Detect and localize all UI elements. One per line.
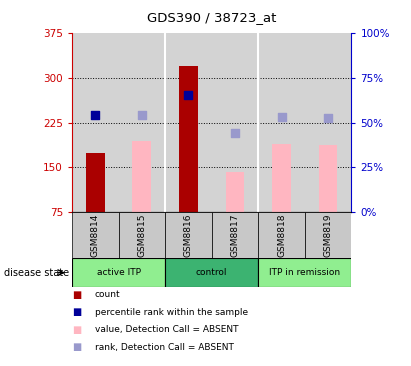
Text: control: control xyxy=(196,268,227,277)
Bar xyxy=(319,145,337,212)
Bar xyxy=(132,141,151,212)
Bar xyxy=(272,143,291,212)
Text: ITP in remission: ITP in remission xyxy=(269,268,340,277)
Bar xyxy=(72,258,165,287)
Text: GSM8818: GSM8818 xyxy=(277,213,286,257)
Text: ■: ■ xyxy=(72,342,81,352)
Bar xyxy=(305,212,351,258)
Text: value, Detection Call = ABSENT: value, Detection Call = ABSENT xyxy=(95,325,238,334)
Text: ■: ■ xyxy=(72,307,81,317)
Bar xyxy=(72,212,118,258)
Point xyxy=(185,92,192,97)
Point xyxy=(92,112,99,118)
Bar xyxy=(258,212,305,258)
Bar xyxy=(179,66,198,212)
Bar xyxy=(165,258,258,287)
Bar xyxy=(258,258,351,287)
Bar xyxy=(118,212,165,258)
Text: GSM8814: GSM8814 xyxy=(91,213,100,257)
Point xyxy=(232,130,238,136)
Text: disease state: disease state xyxy=(4,268,69,278)
Text: GSM8816: GSM8816 xyxy=(184,213,193,257)
Text: GDS390 / 38723_at: GDS390 / 38723_at xyxy=(147,11,276,24)
Bar xyxy=(212,212,258,258)
Text: ■: ■ xyxy=(72,325,81,335)
Bar xyxy=(226,172,244,212)
Text: count: count xyxy=(95,290,120,299)
Text: GSM8819: GSM8819 xyxy=(323,213,332,257)
Text: rank, Detection Call = ABSENT: rank, Detection Call = ABSENT xyxy=(95,343,233,352)
Text: active ITP: active ITP xyxy=(97,268,141,277)
Text: ■: ■ xyxy=(72,290,81,300)
Bar xyxy=(165,212,212,258)
Text: GSM8815: GSM8815 xyxy=(137,213,146,257)
Text: GSM8817: GSM8817 xyxy=(231,213,240,257)
Point xyxy=(278,114,285,120)
Bar xyxy=(86,153,104,212)
Text: percentile rank within the sample: percentile rank within the sample xyxy=(95,308,248,317)
Point xyxy=(325,115,331,121)
Point xyxy=(139,112,145,118)
